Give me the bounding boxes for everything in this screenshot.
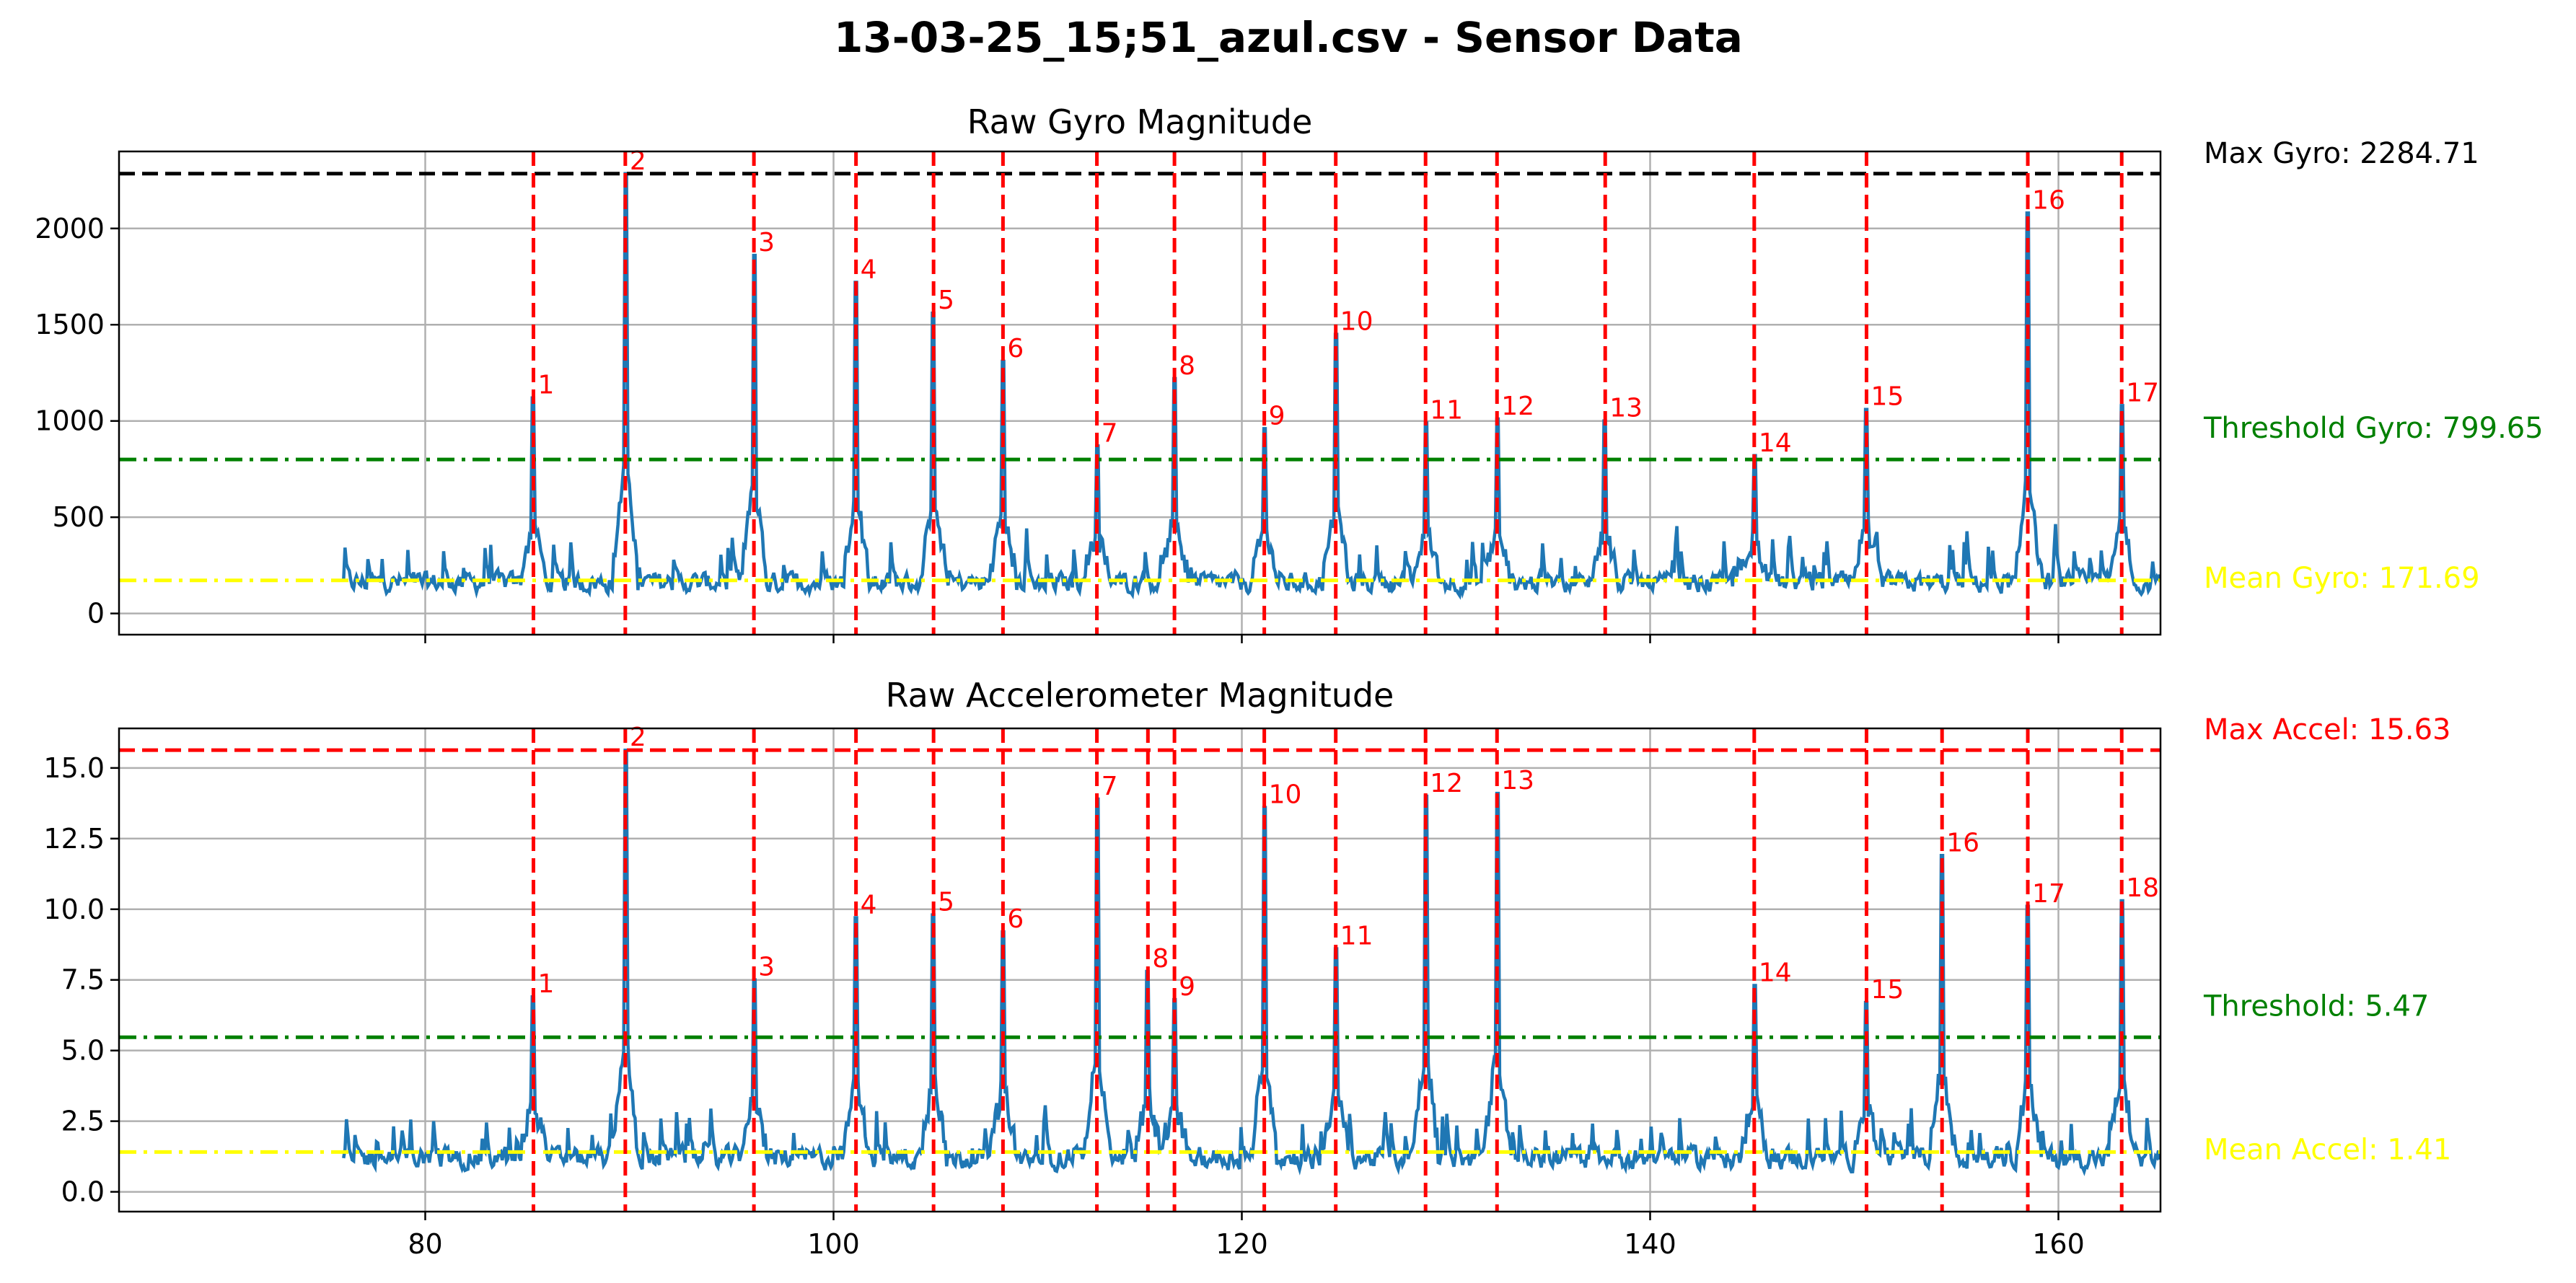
peak-label: 6: [1007, 904, 1024, 934]
y-tick-label: 15.0: [43, 752, 105, 784]
peak-label: 10: [1340, 307, 1373, 337]
peak-label: 10: [1269, 780, 1302, 810]
y-tick-label: 2000: [35, 213, 105, 244]
max-annotation: Max Gyro: 2284.71: [2204, 137, 2479, 170]
peak-label: 2: [630, 723, 646, 752]
y-tick-label: 0: [87, 598, 105, 630]
x-tick-label: 80: [408, 1228, 442, 1260]
x-tick-label: 100: [807, 1228, 860, 1260]
x-tick-label: 160: [2032, 1228, 2085, 1260]
peak-label: 9: [1269, 401, 1285, 431]
panel-title: Raw Gyro Magnitude: [967, 102, 1313, 141]
peak-label: 5: [938, 888, 954, 917]
threshold-annotation: Threshold Gyro: 799.65: [2203, 412, 2544, 445]
peak-label: 7: [1102, 418, 1118, 448]
peak-label: 13: [1609, 394, 1643, 423]
peak-label: 4: [861, 891, 877, 920]
peak-label: 11: [1430, 395, 1463, 425]
peak-label: 17: [2032, 879, 2065, 909]
figure-title: 13-03-25_15;51_azul.csv - Sensor Data: [834, 13, 1743, 62]
peak-label: 18: [2126, 873, 2159, 903]
peak-label: 12: [1430, 769, 1463, 798]
y-tick-label: 0.0: [61, 1176, 105, 1208]
x-tick-label: 140: [1624, 1228, 1676, 1260]
y-tick-label: 5.0: [61, 1035, 105, 1067]
peak-label: 5: [938, 286, 954, 315]
peak-label: 6: [1007, 334, 1024, 363]
peak-label: 1: [537, 371, 554, 400]
peak-label: 7: [1102, 772, 1118, 801]
y-tick-label: 12.5: [43, 823, 105, 855]
threshold-annotation: Threshold: 5.47: [2203, 989, 2429, 1023]
peak-label: 14: [1759, 958, 1792, 988]
peak-label: 17: [2126, 378, 2159, 407]
y-tick-label: 7.5: [61, 964, 105, 996]
series-line: [342, 748, 2160, 1176]
peak-label: 9: [1179, 972, 1195, 1002]
peak-label: 16: [2032, 185, 2065, 215]
y-tick-label: 500: [52, 501, 105, 533]
axes-frame: [118, 150, 2162, 636]
y-tick-label: 2.5: [61, 1106, 105, 1137]
peak-label: 15: [1871, 382, 1904, 412]
axes-frame: [118, 727, 2162, 1213]
y-tick-label: 1000: [35, 405, 105, 437]
y-tick-label: 10.0: [43, 894, 105, 925]
max-annotation: Max Accel: 15.63: [2204, 713, 2450, 746]
peak-label: 12: [1501, 392, 1534, 421]
peak-label: 8: [1179, 351, 1195, 381]
panel-title: Raw Accelerometer Magnitude: [886, 676, 1394, 715]
peak-label: 11: [1340, 922, 1373, 951]
peak-label: 3: [758, 953, 775, 982]
peak-label: 2: [630, 146, 646, 176]
peak-label: 13: [1501, 766, 1534, 795]
peak-label: 15: [1871, 975, 1904, 1005]
peak-label: 3: [758, 228, 775, 257]
peak-label: 1: [537, 969, 554, 999]
peak-label: 16: [1946, 828, 1979, 857]
peak-label: 4: [861, 255, 877, 285]
peak-label: 8: [1152, 944, 1169, 974]
y-tick-label: 1500: [35, 309, 105, 340]
x-tick-label: 120: [1216, 1228, 1268, 1260]
mean-annotation: Mean Accel: 1.41: [2204, 1133, 2451, 1166]
peak-label: 14: [1759, 428, 1792, 458]
mean-annotation: Mean Gyro: 171.69: [2204, 562, 2480, 595]
